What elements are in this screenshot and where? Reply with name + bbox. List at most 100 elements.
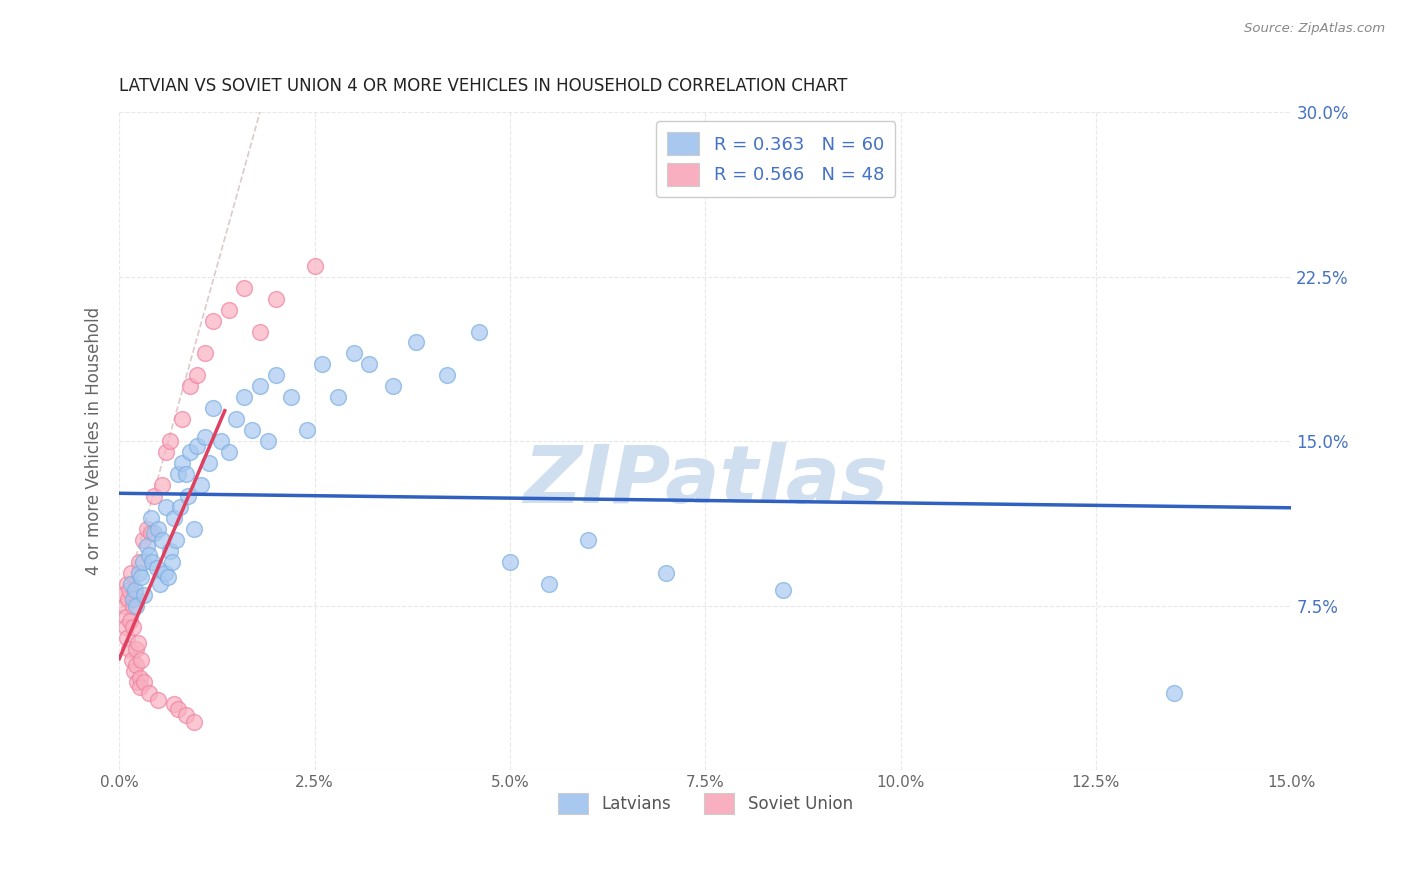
Point: [304, 259, 326, 273]
Point: [115, 620, 138, 634]
Legend: Latvians, Soviet Union: Latvians, Soviet Union: [551, 786, 859, 821]
Point: [170, 412, 193, 426]
Point: [264, 368, 287, 383]
Point: [295, 423, 318, 437]
Point: [576, 533, 599, 547]
Point: [233, 390, 256, 404]
Point: [120, 614, 142, 628]
Point: [114, 609, 136, 624]
Point: [153, 566, 176, 580]
Y-axis label: 4 or more Vehicles in Household: 4 or more Vehicles in Household: [86, 307, 103, 575]
Point: [129, 653, 152, 667]
Point: [209, 434, 232, 449]
Point: [225, 412, 247, 426]
Point: [127, 636, 149, 650]
Point: [125, 642, 148, 657]
Point: [218, 302, 240, 317]
Point: [311, 358, 333, 372]
Point: [162, 555, 184, 569]
Point: [772, 583, 794, 598]
Point: [183, 714, 205, 729]
Point: [120, 566, 142, 580]
Point: [135, 522, 157, 536]
Point: [115, 576, 138, 591]
Point: [167, 701, 190, 715]
Point: [148, 522, 170, 536]
Point: [135, 540, 157, 554]
Point: [163, 511, 186, 525]
Text: LATVIAN VS SOVIET UNION 4 OR MORE VEHICLES IN HOUSEHOLD CORRELATION CHART: LATVIAN VS SOVIET UNION 4 OR MORE VEHICL…: [120, 78, 848, 95]
Point: [381, 379, 404, 393]
Point: [128, 566, 150, 580]
Point: [148, 693, 170, 707]
Point: [280, 390, 302, 404]
Point: [405, 335, 427, 350]
Point: [190, 478, 212, 492]
Point: [129, 680, 152, 694]
Point: [249, 325, 271, 339]
Point: [170, 456, 193, 470]
Text: ZIPatlas: ZIPatlas: [523, 442, 887, 520]
Point: [134, 675, 156, 690]
Point: [128, 671, 150, 685]
Point: [177, 489, 200, 503]
Point: [122, 599, 145, 613]
Point: [655, 566, 678, 580]
Point: [202, 313, 225, 327]
Point: [121, 620, 143, 634]
Point: [150, 533, 173, 547]
Point: [141, 555, 163, 569]
Point: [115, 632, 138, 646]
Point: [138, 686, 160, 700]
Point: [167, 467, 190, 481]
Point: [186, 368, 208, 383]
Point: [128, 555, 150, 569]
Point: [179, 379, 201, 393]
Point: [186, 438, 208, 452]
Point: [165, 533, 187, 547]
Point: [132, 533, 155, 547]
Point: [179, 445, 201, 459]
Point: [249, 379, 271, 393]
Point: [198, 456, 221, 470]
Point: [143, 489, 166, 503]
Point: [499, 555, 522, 569]
Point: [122, 592, 145, 607]
Point: [159, 434, 181, 449]
Point: [132, 555, 155, 569]
Point: [264, 292, 287, 306]
Point: [118, 642, 141, 657]
Point: [125, 599, 148, 613]
Point: [138, 548, 160, 562]
Point: [117, 583, 139, 598]
Point: [139, 511, 162, 525]
Point: [194, 430, 217, 444]
Point: [125, 657, 148, 672]
Point: [156, 570, 179, 584]
Point: [117, 592, 139, 607]
Point: [155, 500, 177, 514]
Point: [343, 346, 366, 360]
Point: [194, 346, 217, 360]
Point: [124, 583, 146, 598]
Point: [169, 500, 191, 514]
Point: [146, 561, 169, 575]
Text: Source: ZipAtlas.com: Source: ZipAtlas.com: [1244, 22, 1385, 36]
Point: [1163, 686, 1185, 700]
Point: [174, 467, 197, 481]
Point: [143, 526, 166, 541]
Point: [129, 570, 152, 584]
Point: [256, 434, 278, 449]
Point: [467, 325, 489, 339]
Point: [183, 522, 205, 536]
Point: [134, 588, 156, 602]
Point: [233, 280, 256, 294]
Point: [159, 543, 181, 558]
Point: [122, 665, 145, 679]
Point: [174, 708, 197, 723]
Point: [218, 445, 240, 459]
Point: [537, 576, 560, 591]
Point: [112, 588, 135, 602]
Point: [139, 526, 162, 541]
Point: [436, 368, 458, 383]
